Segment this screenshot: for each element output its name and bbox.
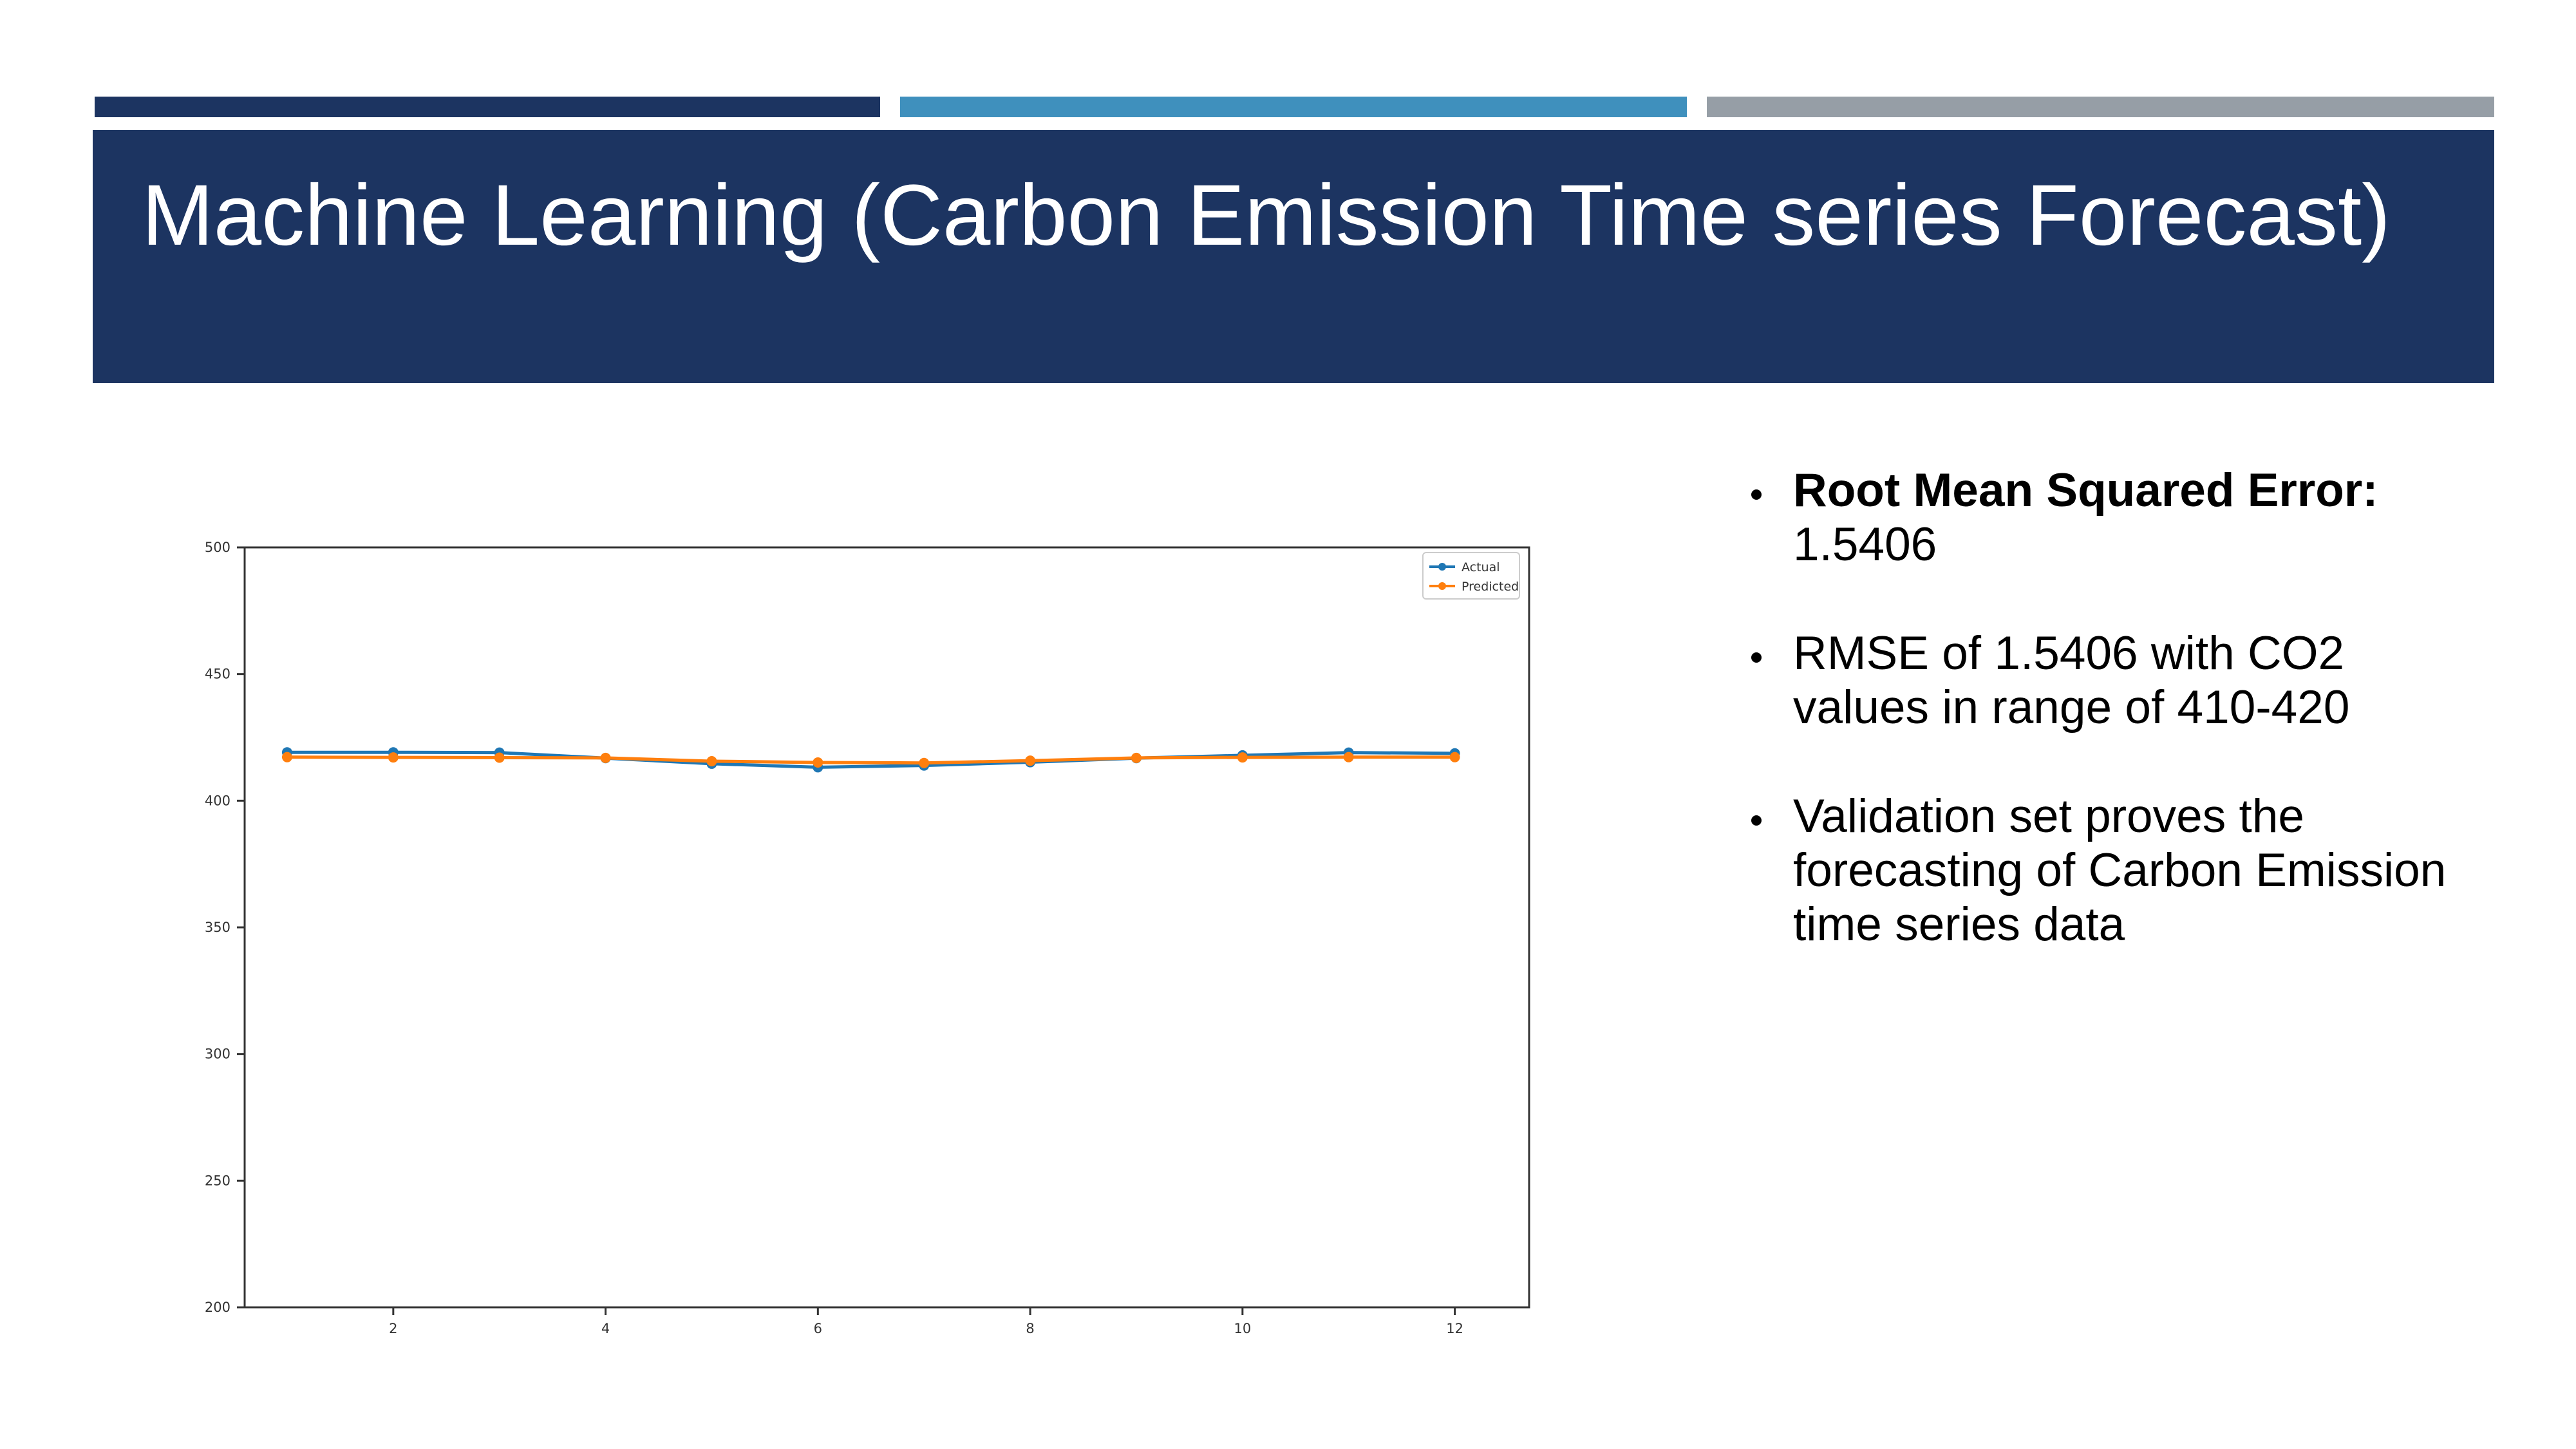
bullet-text: RMSE of 1.5406 with CO2 values in range … <box>1793 627 2350 734</box>
accent-bar-blue <box>900 97 1687 117</box>
data-point-predicted <box>494 752 505 763</box>
legend-label: Predicted <box>1462 580 1519 594</box>
data-point-predicted <box>1131 752 1142 763</box>
bullet-item: Validation set proves the forecasting of… <box>1738 790 2479 952</box>
slide-title: Machine Learning (Carbon Emission Time s… <box>142 167 2391 263</box>
y-tick-label: 200 <box>205 1300 230 1315</box>
bullet-item: RMSE of 1.5406 with CO2 values in range … <box>1738 627 2479 735</box>
line-chart: 200 250 300 350 400 450 500 2 4 6 8 10 12 Actual Pred… <box>205 540 1530 1336</box>
chart-series <box>281 747 1460 773</box>
y-tick-label: 250 <box>205 1173 230 1188</box>
x-tick-label: 6 <box>814 1321 822 1336</box>
y-tick-label: 500 <box>205 540 230 555</box>
bullet-item: Root Mean Squared Error: 1.5406 <box>1738 464 2479 572</box>
data-point-predicted <box>281 752 292 762</box>
bullet-text: 1.5406 <box>1793 518 1937 571</box>
data-point-predicted <box>388 752 399 763</box>
x-tick-label: 12 <box>1446 1321 1463 1336</box>
series-line-actual <box>287 750 1455 769</box>
data-point-predicted <box>1237 752 1248 763</box>
series-line-predicted <box>287 755 1455 765</box>
legend-marker <box>1438 582 1446 590</box>
bullet-text: Validation set proves the forecasting of… <box>1793 790 2447 951</box>
data-point-predicted <box>919 757 930 768</box>
bullet-list: Root Mean Squared Error: 1.5406 RMSE of 1… <box>1738 464 2479 1007</box>
plot-frame <box>243 546 1530 1309</box>
data-point-predicted <box>1449 752 1460 762</box>
y-tick-label: 350 <box>205 920 230 935</box>
accent-bar-navy <box>95 97 880 117</box>
data-point-predicted <box>706 755 717 766</box>
y-tick-label: 300 <box>205 1046 230 1062</box>
data-point-predicted <box>1343 752 1354 762</box>
data-point-predicted <box>600 752 611 763</box>
title-banner <box>93 130 2494 383</box>
x-tick-label: 2 <box>389 1321 397 1336</box>
x-tick-label: 10 <box>1234 1321 1251 1336</box>
legend-label: Actual <box>1462 560 1500 574</box>
y-tick-label: 400 <box>205 793 230 808</box>
bullet-bold-text: Root Mean Squared Error: <box>1793 464 2378 516</box>
x-tick-label: 8 <box>1026 1321 1034 1336</box>
chart-axes: 200 250 300 350 400 450 500 2 4 6 8 10 12 <box>205 540 1530 1336</box>
data-point-predicted <box>1025 755 1036 766</box>
data-point-predicted <box>813 757 823 768</box>
chart-legend: Actual Predicted <box>1422 552 1520 600</box>
accent-bar-gray <box>1707 97 2494 117</box>
legend-marker <box>1438 563 1446 571</box>
x-tick-label: 4 <box>601 1321 610 1336</box>
y-tick-label: 450 <box>205 667 230 682</box>
